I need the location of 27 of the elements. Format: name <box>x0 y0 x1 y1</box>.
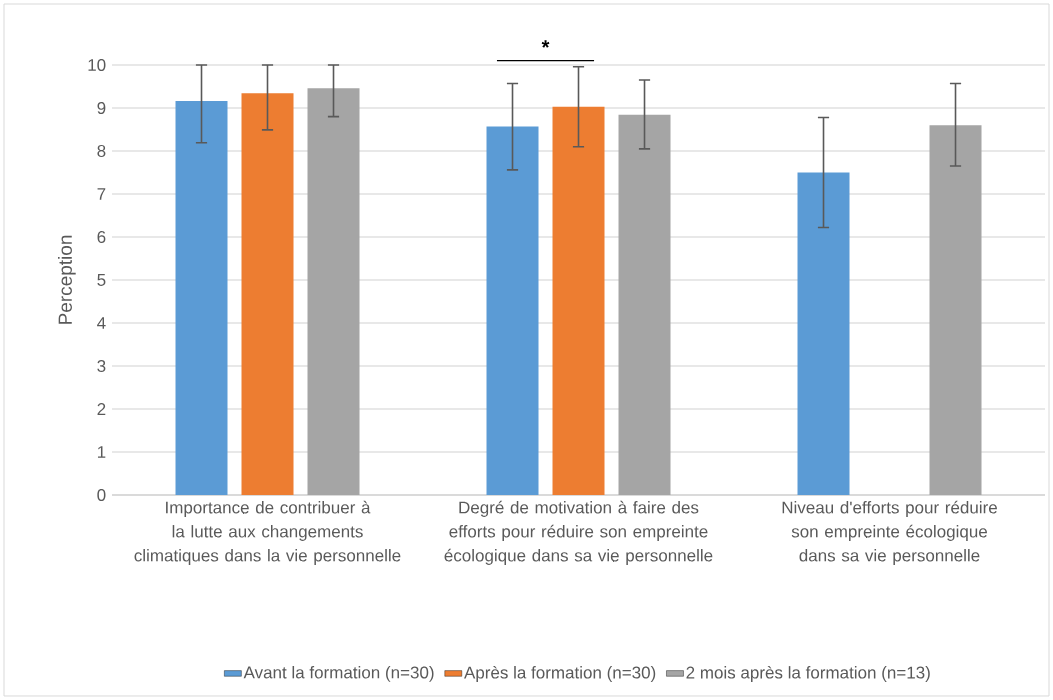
y-tick-label: 9 <box>97 101 106 115</box>
bar <box>552 106 605 495</box>
bar <box>797 172 850 495</box>
legend-label: Avant la formation (n=30) <box>243 666 434 682</box>
text: * <box>541 40 550 48</box>
x-tick-label: Importance de contribuer à la lutte aux changements climatiques dans la vie personnelle <box>134 500 401 565</box>
y-tick-label: 7 <box>97 188 106 200</box>
y-tick-label: 10 <box>88 58 106 72</box>
y-tick-label: 5 <box>97 274 106 286</box>
bar <box>486 126 539 495</box>
y-tick-label: 6 <box>97 230 106 244</box>
y-tick-label: 2 <box>97 403 106 415</box>
legend-label: Après la formation (n=30) <box>464 665 656 682</box>
bar <box>929 125 982 495</box>
bar <box>241 93 294 495</box>
bar <box>618 114 671 495</box>
bar <box>175 101 228 495</box>
x-tick-label: Degré de motivation à faire des efforts pour réduire son empreinte écologique dans sa vie personnelle <box>444 500 713 565</box>
y-tick-label: 8 <box>97 144 106 158</box>
legend-label: 2 mois après la formation (n=13) <box>686 665 930 682</box>
y-axis-title: Perception <box>57 235 76 324</box>
y-tick-label: 4 <box>97 317 106 329</box>
x-tick-label: Niveau d'efforts pour réduire son empreinte écologique dans sa vie personnelle <box>782 500 997 565</box>
bar <box>307 88 360 495</box>
y-tick-label: 3 <box>97 359 106 373</box>
y-tick-label: 1 <box>97 446 106 458</box>
y-tick-label: 0 <box>97 488 106 502</box>
